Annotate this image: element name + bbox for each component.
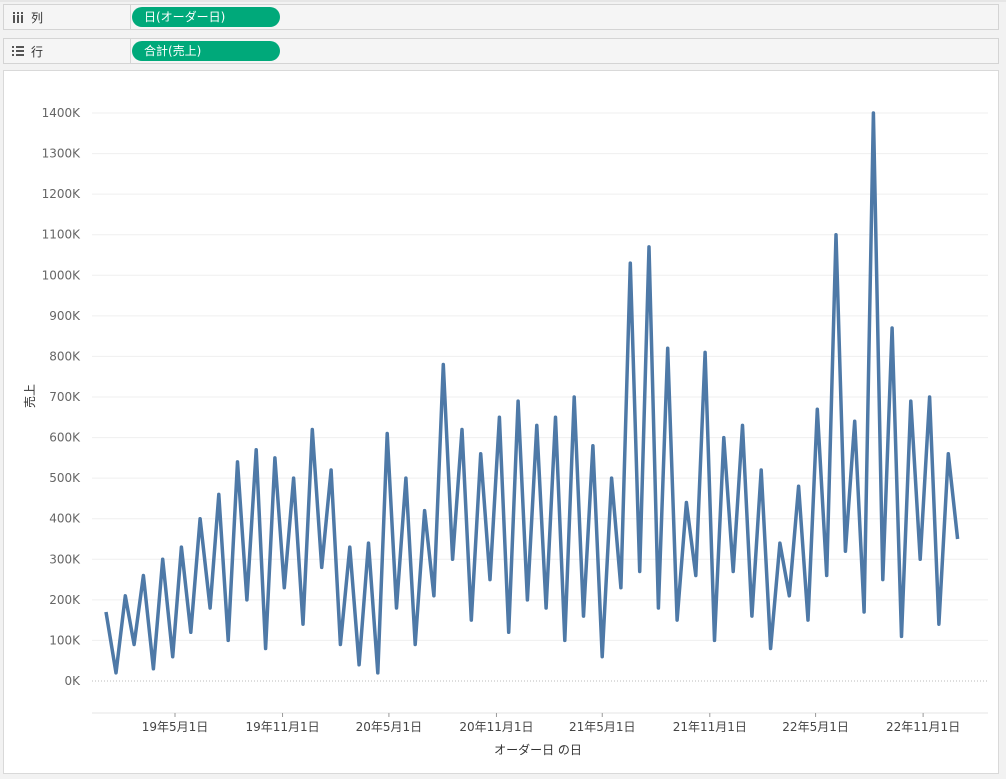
y-tick-label: 900K <box>49 309 81 323</box>
y-tick-label: 1200K <box>42 187 82 201</box>
y-tick-label: 700K <box>49 390 81 404</box>
y-tick-label: 400K <box>49 512 81 526</box>
toolbar-edge <box>0 0 1006 2</box>
x-axis-title: オーダー日 の日 <box>494 742 582 757</box>
columns-icon <box>13 12 23 23</box>
x-tick-label: 20年5月1日 <box>356 720 423 734</box>
plot-area <box>104 111 960 675</box>
columns-shelf-label: 列 <box>4 5 131 29</box>
y-tick-label: 100K <box>49 633 81 647</box>
y-tick-label: 1000K <box>42 268 82 282</box>
x-tick-label: 21年5月1日 <box>569 720 636 734</box>
y-tick-label: 500K <box>49 471 81 485</box>
rows-shelf-label: 行 <box>4 39 131 63</box>
y-tick-label: 0K <box>64 674 81 688</box>
rows-pill-sum-sales[interactable]: 合計(売上) <box>132 41 280 61</box>
x-tick-label: 22年5月1日 <box>782 720 849 734</box>
y-tick-label: 800K <box>49 349 81 363</box>
columns-shelf[interactable]: 列 日(オーダー日) <box>3 4 999 30</box>
y-axis-title: 売上 <box>22 384 37 408</box>
rows-shelf[interactable]: 行 合計(売上) <box>3 38 999 64</box>
x-tick-label: 19年5月1日 <box>142 720 209 734</box>
x-tick-label: 22年11月1日 <box>886 720 960 734</box>
sales-line-chart[interactable]: 0K 100K 200K 300K 400K 500K 600K 700K 800K 900K 10… <box>4 71 998 773</box>
y-tick-label: 200K <box>49 593 81 607</box>
x-tick-label: 21年11月1日 <box>673 720 747 734</box>
y-tick-label: 1400K <box>42 106 82 120</box>
x-axis: 19年5月1日 19年11月1日 20年5月1日 20年11月1日 21年5月1日 21年… <box>92 712 988 734</box>
y-tick-label: 300K <box>49 552 81 566</box>
sales-series-line[interactable] <box>104 111 960 675</box>
y-axis: 0K 100K 200K 300K 400K 500K 600K 700K 800K 900K 10… <box>42 106 82 688</box>
x-tick-label: 19年11月1日 <box>245 720 319 734</box>
rows-icon <box>12 46 24 56</box>
y-tick-label: 1300K <box>42 147 82 161</box>
y-tick-label: 600K <box>49 431 81 445</box>
y-tick-label: 1100K <box>42 228 82 242</box>
rows-label-text: 行 <box>31 44 44 59</box>
chart-panel: 0K 100K 200K 300K 400K 500K 600K 700K 800K 900K 10… <box>3 70 999 774</box>
x-tick-label: 20年11月1日 <box>459 720 533 734</box>
columns-pill-order-date[interactable]: 日(オーダー日) <box>132 7 280 27</box>
columns-label-text: 列 <box>31 10 44 25</box>
